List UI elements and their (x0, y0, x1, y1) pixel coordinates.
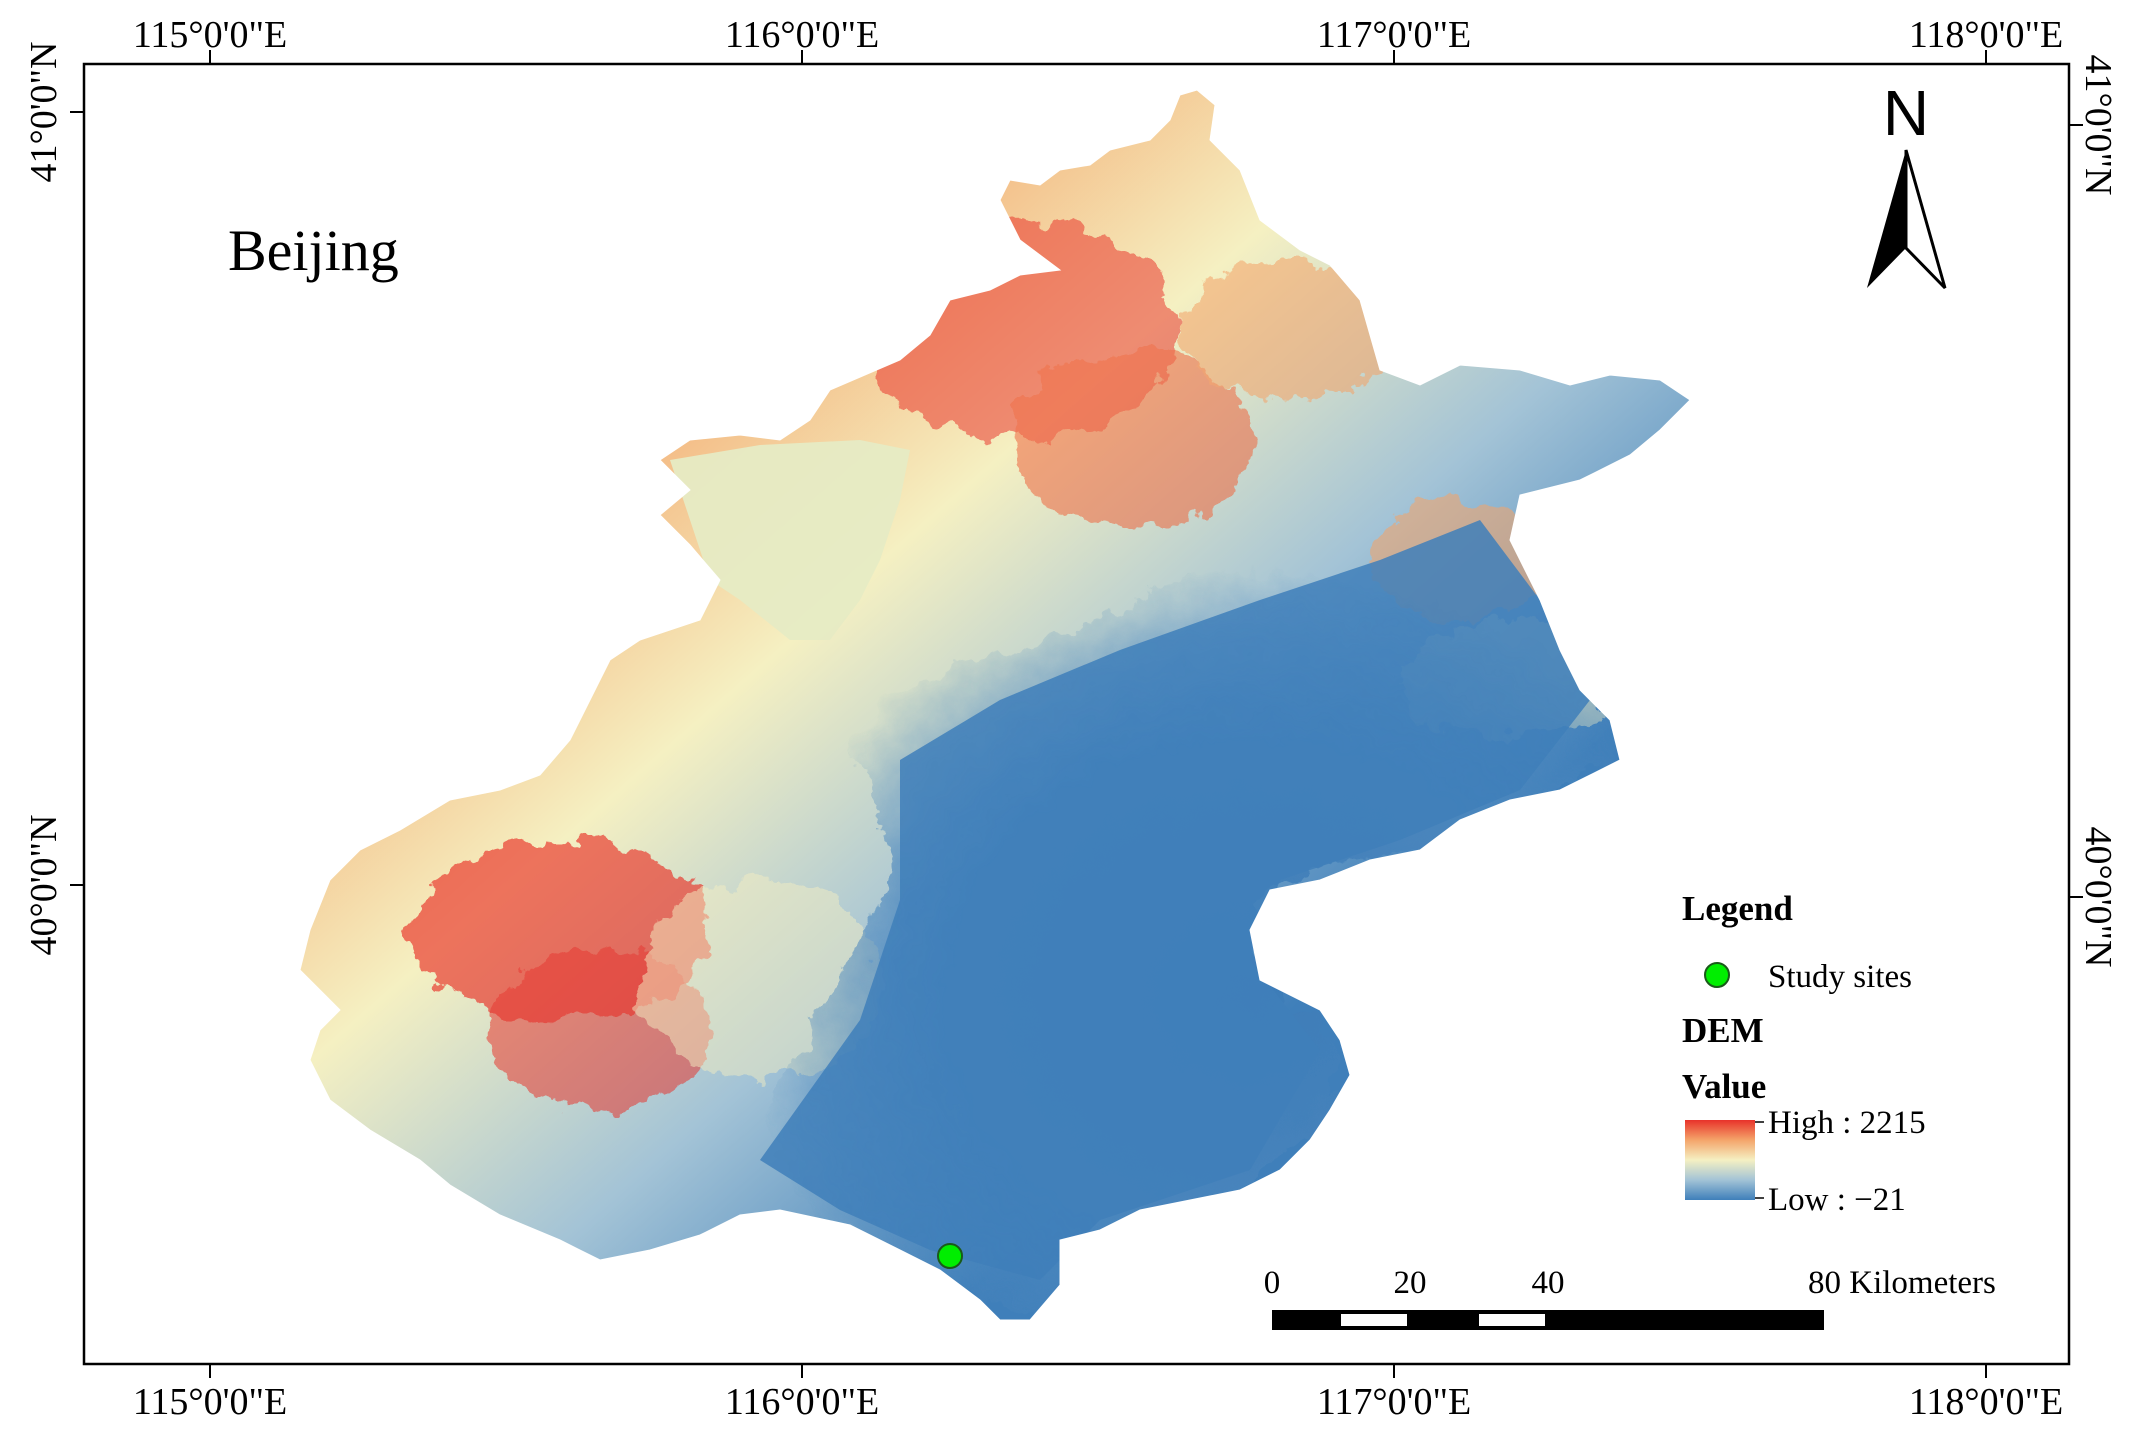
scale-label-20: 20 (1394, 1265, 1427, 1301)
scale-label-40: 40 (1532, 1265, 1565, 1301)
scale-bar: 0 20 40 80 Kilometers (1264, 1265, 1996, 1330)
top-lon-label-116: 116°0'0"E (725, 14, 879, 56)
legend-study-sites-label: Study sites (1768, 959, 1912, 995)
top-lon-label-117: 117°0'0"E (1317, 14, 1471, 56)
legend-color-ramp (1685, 1120, 1755, 1200)
left-lat-label-40: 40°0'0"N (23, 815, 65, 956)
top-lon-label-115: 115°0'0"E (133, 14, 287, 56)
legend-low-label: Low : −21 (1768, 1182, 1906, 1218)
legend-title: Legend (1682, 889, 1793, 928)
scale-label-0: 0 (1264, 1265, 1281, 1301)
graticule-ticks (70, 50, 2083, 1378)
scale-label-80-kilometers: 80 Kilometers (1808, 1265, 1996, 1301)
study-site-marker[interactable] (937, 1243, 963, 1269)
legend-high-label: High : 2215 (1768, 1105, 1926, 1141)
bottom-lon-label-115: 115°0'0"E (133, 1381, 287, 1423)
top-lon-label-118: 118°0'0"E (1909, 14, 2063, 56)
legend-panel: Legend Study sites DEM Value High : 2215… (1682, 889, 1926, 1218)
bottom-lon-label-116: 116°0'0"E (725, 1381, 879, 1423)
bottom-lon-label-118: 118°0'0"E (1909, 1381, 2063, 1423)
north-arrow-icon: N (1867, 77, 1947, 290)
green-circle-marker-icon (1704, 962, 1730, 988)
bottom-lon-label-117: 117°0'0"E (1317, 1381, 1471, 1423)
right-lat-label-41: 41°0'0"N (2077, 55, 2119, 196)
left-lat-label-41: 41°0'0"N (23, 42, 65, 183)
north-label: N (1883, 77, 1929, 149)
region-label: Beijing (228, 218, 399, 283)
right-lat-label-40: 40°0'0"N (2077, 827, 2119, 968)
legend-dem-label: DEM (1682, 1011, 1764, 1050)
legend-value-label: Value (1682, 1067, 1766, 1106)
